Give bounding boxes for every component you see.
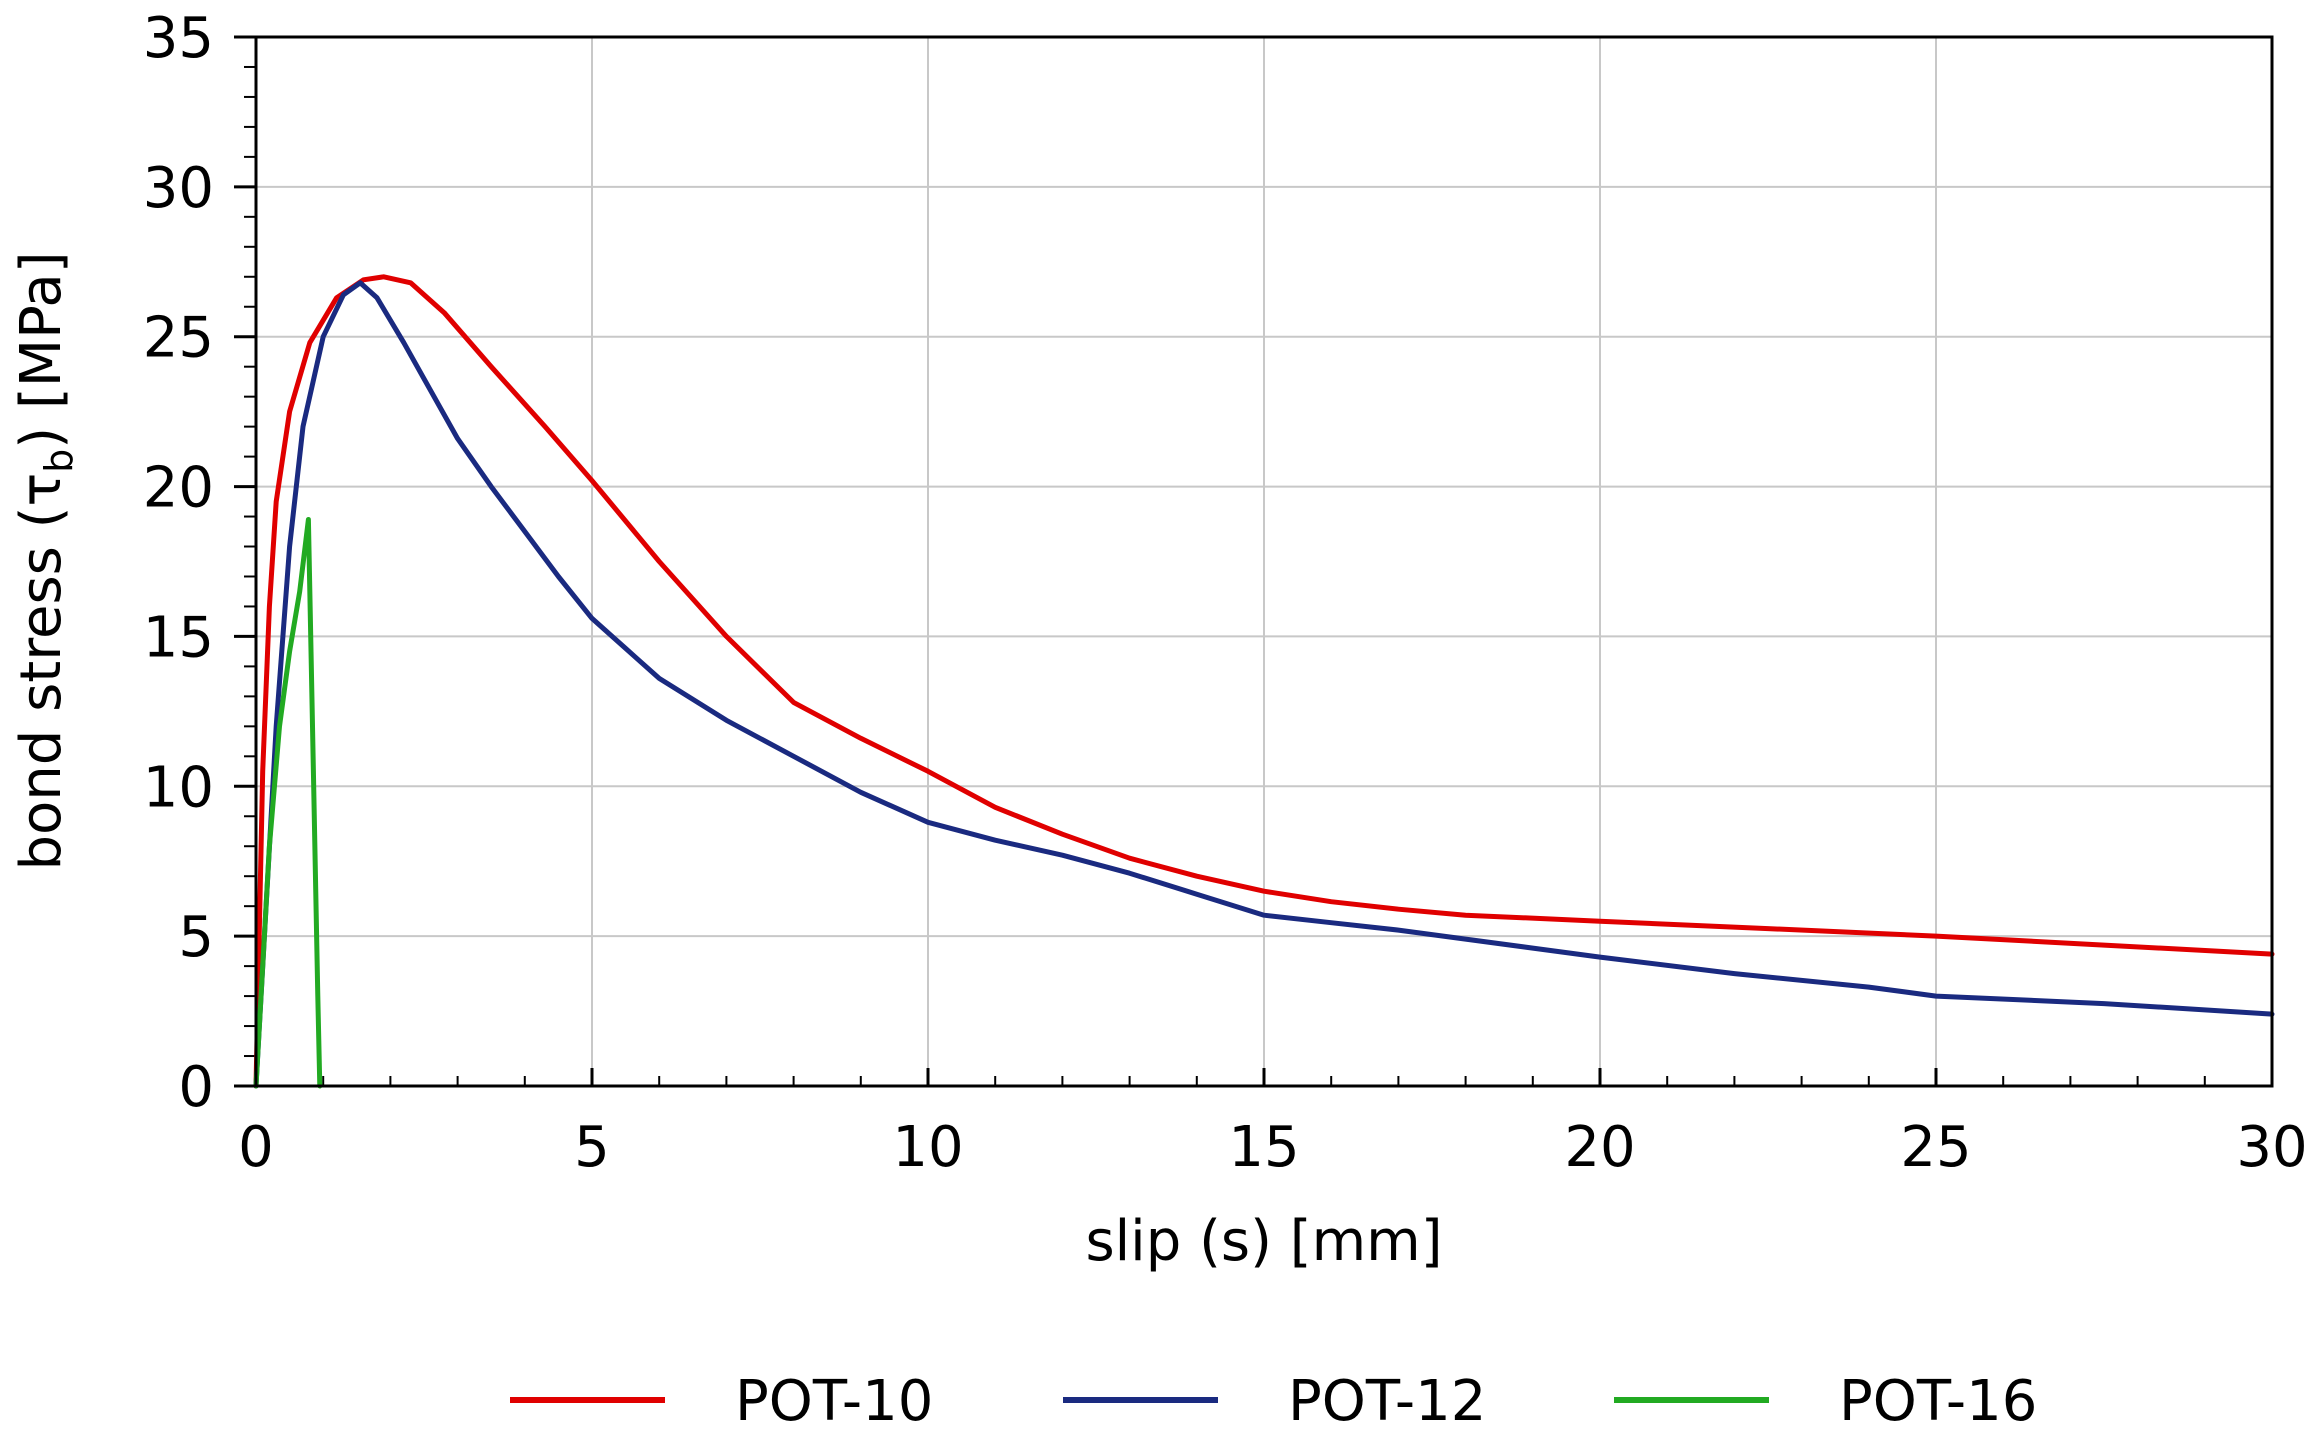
y-tick-label: 10 (143, 755, 214, 820)
x-tick-label: 0 (238, 1115, 274, 1180)
legend-label-pot-10: POT-10 (735, 1369, 933, 1434)
series-lines (253, 274, 2275, 1089)
x-tick-label: 30 (2236, 1115, 2307, 1180)
series-line-pot-10 (253, 274, 2275, 1089)
x-tick-label: 25 (1900, 1115, 1971, 1180)
y-axis-title-subscript: b (37, 449, 81, 473)
x-tick-labels: 0 5 10 15 20 25 30 (238, 1115, 2307, 1180)
y-tick-label: 30 (143, 156, 214, 221)
y-tick-labels: 0 5 10 15 20 25 30 35 (143, 6, 214, 1120)
legend-label-pot-12: POT-12 (1288, 1369, 1486, 1434)
x-tick-label: 10 (892, 1115, 963, 1180)
x-tick-label: 5 (574, 1115, 610, 1180)
series-line-pot-12 (253, 280, 2275, 1089)
grid-lines (256, 37, 2272, 1086)
legend-label-pot-16: POT-16 (1839, 1369, 2037, 1434)
y-tick-label: 20 (143, 456, 214, 521)
y-tick-label: 0 (178, 1055, 214, 1120)
axis-ticks (234, 35, 2274, 1088)
y-tick-label: 25 (143, 306, 214, 371)
x-tick-label: 20 (1564, 1115, 1635, 1180)
y-axis-title-prefix: bond stress (τ (9, 473, 74, 871)
y-tick-label: 35 (143, 6, 214, 71)
legend: POT-10 POT-12 POT-16 (510, 1369, 2037, 1434)
y-tick-label: 15 (143, 605, 214, 670)
x-axis-title: slip (s) [mm] (1085, 1209, 1442, 1274)
y-tick-label: 5 (178, 905, 214, 970)
x-tick-label: 15 (1228, 1115, 1299, 1180)
minor-ticks (244, 65, 2206, 1086)
y-axis-title-suffix: ) [MPa] (9, 251, 74, 448)
series-line-pot-16 (253, 517, 323, 1089)
y-axis-title: bond stress (τb) [MPa] (9, 251, 81, 870)
